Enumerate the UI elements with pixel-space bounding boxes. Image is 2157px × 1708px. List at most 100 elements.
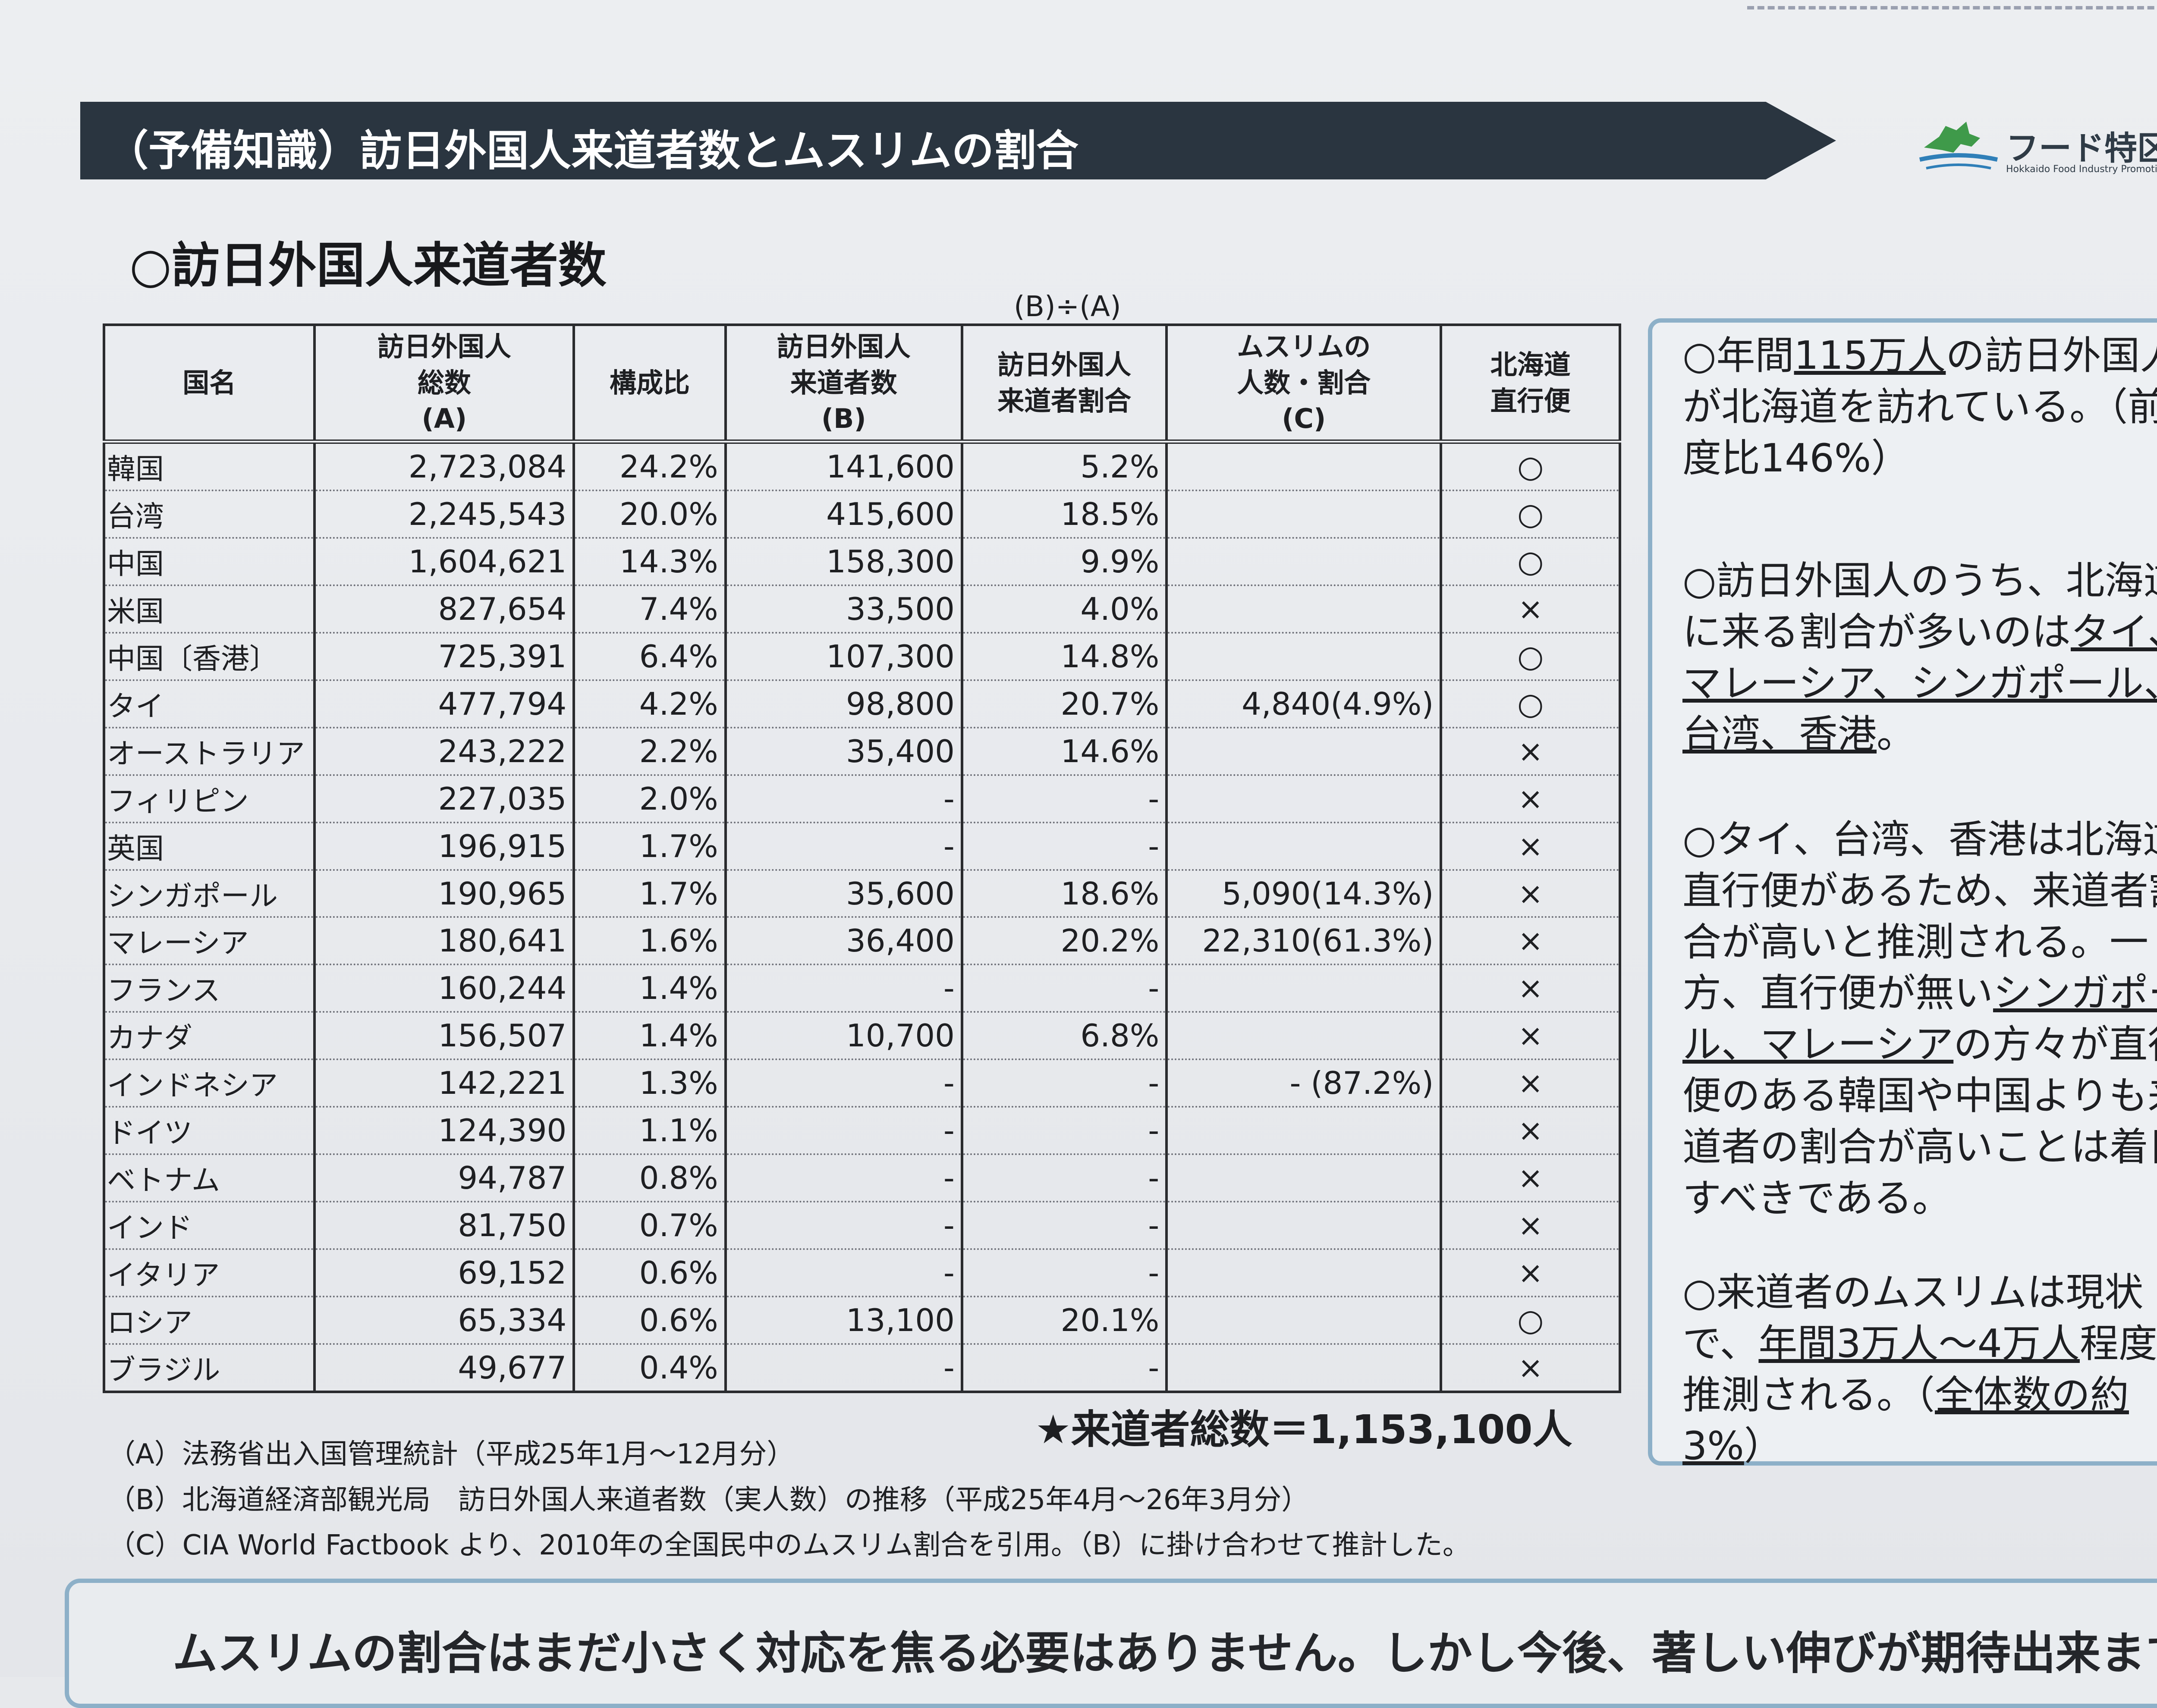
table-cell: 1.4% bbox=[572, 964, 727, 1013]
conclusion-box: ムスリムの割合はまだ小さく対応を焦る必要はありません。しかし今後、著しい伸びが期… bbox=[65, 1579, 2157, 1708]
highlighted-text: シンガポール、マレーシア bbox=[1682, 970, 2157, 1068]
table-cell: 0.6% bbox=[572, 1249, 727, 1297]
table-cell: 49,677 bbox=[313, 1344, 575, 1394]
country-name-cell: インドネシア bbox=[102, 1059, 316, 1108]
table-cell: 141,600 bbox=[724, 440, 963, 492]
table-cell: 180,641 bbox=[313, 917, 575, 966]
table-cell: 124,390 bbox=[313, 1107, 575, 1155]
table-header-cell: 北海道 直行便 bbox=[1440, 323, 1621, 443]
table-cell bbox=[1165, 1154, 1443, 1203]
table-header-cell: 訪日外国人 来道者数 (B) bbox=[724, 323, 963, 443]
hokkaido-island-icon bbox=[1919, 122, 1998, 170]
table-cell: 0.6% bbox=[572, 1296, 727, 1345]
table-cell bbox=[1165, 537, 1443, 586]
country-name-cell: カナダ bbox=[102, 1012, 316, 1061]
direct-flight-cell: × bbox=[1440, 1107, 1621, 1155]
table-body: 韓国 2,723,084 24.2% 141,600 5.2% ○ 台湾 2,245,543 2… bbox=[102, 440, 1621, 1394]
table-cell: 1.1% bbox=[572, 1107, 727, 1155]
table-cell: 0.4% bbox=[572, 1344, 727, 1394]
table-row: タイ 477,794 4.2% 98,800 20.7% 4,840(4.9%) ○ bbox=[102, 680, 1621, 728]
table-header-cell: 訪日外国人 総数 (A) bbox=[313, 323, 575, 443]
country-name-cell: フランス bbox=[102, 964, 316, 1013]
direct-flight-cell: × bbox=[1440, 1154, 1621, 1203]
direct-flight-cell: × bbox=[1440, 1344, 1621, 1394]
table-row: 台湾 2,245,543 20.0% 415,600 18.5% ○ bbox=[102, 490, 1621, 539]
country-name-cell: オーストラリア bbox=[102, 727, 316, 776]
table-cell: 18.5% bbox=[960, 490, 1168, 539]
table-cell: 190,965 bbox=[313, 870, 575, 918]
direct-flight-cell: × bbox=[1440, 1202, 1621, 1250]
table-cell: 35,600 bbox=[724, 870, 963, 918]
country-name-cell: タイ bbox=[102, 680, 316, 728]
logo-subtitle: Hokkaido Food Industry Promotion Organiz… bbox=[2006, 164, 2157, 175]
table-cell: 4,840(4.9%) bbox=[1165, 680, 1443, 728]
table-cell: 81,750 bbox=[313, 1202, 575, 1250]
table-row: フランス 160,244 1.4% - - × bbox=[102, 964, 1621, 1013]
summary-text: ○訪日外国人のうち、北海道に来る割合が多いのは bbox=[1682, 558, 2157, 655]
table-cell: 7.4% bbox=[572, 585, 727, 634]
table-cell bbox=[1165, 1296, 1443, 1345]
table-cell: 827,654 bbox=[313, 585, 575, 634]
table-cell: 158,300 bbox=[724, 537, 963, 586]
table-header-cell: 国名 bbox=[102, 323, 316, 443]
country-name-cell: 韓国 bbox=[102, 440, 316, 492]
table-row: イタリア 69,152 0.6% - - × bbox=[102, 1249, 1621, 1297]
country-name-cell: イタリア bbox=[102, 1249, 316, 1297]
table-cell: 20.7% bbox=[960, 680, 1168, 728]
table-cell: - bbox=[960, 1059, 1168, 1108]
table-cell: 1.3% bbox=[572, 1059, 727, 1108]
table-cell: 160,244 bbox=[313, 964, 575, 1013]
table-header-cell: 構成比 bbox=[572, 323, 727, 443]
header-banner: （予備知識）訪日外国人来道者数とムスリムの割合 bbox=[80, 102, 1836, 179]
country-name-cell: 台湾 bbox=[102, 490, 316, 539]
table-cell: - bbox=[960, 964, 1168, 1013]
table-cell: 20.2% bbox=[960, 917, 1168, 966]
table-cell: - bbox=[724, 1059, 963, 1108]
table-row: 英国 196,915 1.7% - - × bbox=[102, 822, 1621, 871]
table-cell: - bbox=[960, 1249, 1168, 1297]
country-name-cell: マレーシア bbox=[102, 917, 316, 966]
direct-flight-cell: × bbox=[1440, 964, 1621, 1013]
table-row: インドネシア 142,221 1.3% - - - (87.2%) × bbox=[102, 1059, 1621, 1108]
table-cell: - (87.2%) bbox=[1165, 1059, 1443, 1108]
table-cell bbox=[1165, 632, 1443, 681]
table-row: シンガポール 190,965 1.7% 35,600 18.6% 5,090(14.3%)… bbox=[102, 870, 1621, 918]
table-cell: 156,507 bbox=[313, 1012, 575, 1061]
section-title: ○訪日外国人来道者数 bbox=[129, 238, 607, 294]
direct-flight-cell: × bbox=[1440, 870, 1621, 918]
perforation-line bbox=[1747, 6, 2157, 9]
table-cell: 1.4% bbox=[572, 1012, 727, 1061]
table-row: マレーシア 180,641 1.6% 36,400 20.2% 22,310(61.3%)… bbox=[102, 917, 1621, 966]
table-cell: 14.3% bbox=[572, 537, 727, 586]
table-cell: 142,221 bbox=[313, 1059, 575, 1108]
direct-flight-cell: × bbox=[1440, 822, 1621, 871]
table-cell: 18.6% bbox=[960, 870, 1168, 918]
direct-flight-cell: ○ bbox=[1440, 537, 1621, 586]
country-name-cell: ドイツ bbox=[102, 1107, 316, 1155]
country-name-cell: シンガポール bbox=[102, 870, 316, 918]
organization-logo: フード特区機構 Hokkaido Food Industry Promotion… bbox=[1915, 113, 2157, 186]
direct-flight-cell: ○ bbox=[1440, 632, 1621, 681]
table-cell: 4.0% bbox=[960, 585, 1168, 634]
direct-flight-cell: × bbox=[1440, 917, 1621, 966]
table-cell bbox=[1165, 964, 1443, 1013]
table-cell: 33,500 bbox=[724, 585, 963, 634]
table-cell: 5.2% bbox=[960, 440, 1168, 492]
table-cell bbox=[1165, 1249, 1443, 1297]
source-note-a: （A）法務省出入国管理統計（平成25年1月～12月分） bbox=[108, 1438, 795, 1470]
table-cell: 2.2% bbox=[572, 727, 727, 776]
summary-box: ○年間115万人の訪日外国人が北海道を訪れている。（前年度比146%） ○訪日外… bbox=[1648, 318, 2157, 1469]
table-cell: 35,400 bbox=[724, 727, 963, 776]
table-cell: 6.4% bbox=[572, 632, 727, 681]
table-cell: - bbox=[960, 1202, 1168, 1250]
table-cell bbox=[1165, 727, 1443, 776]
header-title: （予備知識）訪日外国人来道者数とムスリムの割合 bbox=[106, 126, 1079, 176]
highlighted-text: 115万人 bbox=[1794, 333, 1946, 378]
table-row: カナダ 156,507 1.4% 10,700 6.8% × bbox=[102, 1012, 1621, 1061]
table-cell: 24.2% bbox=[572, 440, 727, 492]
table-cell bbox=[1165, 585, 1443, 634]
table-row: 中国 1,604,621 14.3% 158,300 9.9% ○ bbox=[102, 537, 1621, 586]
table-cell: - bbox=[724, 1154, 963, 1203]
table-cell: 227,035 bbox=[313, 775, 575, 823]
summary-text: ○タイ、台湾、香港は北海道直行便があるため、来道者割合が高いと推測される。一方、… bbox=[1682, 817, 2157, 1016]
